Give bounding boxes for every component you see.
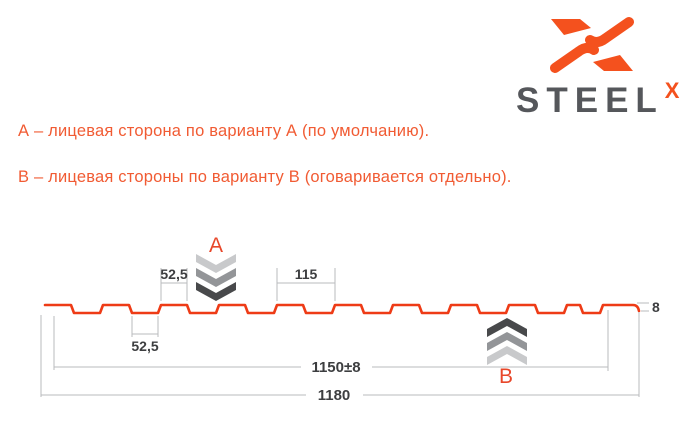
chevron-up-mid [487,332,527,351]
side-a-label: А [209,234,223,257]
side-b-marker: В [487,318,527,388]
logo-diagonal-top-stroke [585,17,634,48]
chevron-down-dark [196,282,236,301]
dim-working-width: 1150±8 [53,310,609,376]
dim-working-width-label: 1150±8 [311,359,360,376]
note-line-b: В – лицевая стороны по варианту В (огова… [18,168,512,186]
logo-top-left-wedge [551,19,591,35]
profile-path [43,303,641,315]
dim-pitch: 115 [276,266,336,301]
chevron-down-mid [196,268,236,287]
chevron-up-light [487,346,527,365]
logo-wordmark: STEELX [516,78,679,118]
dim-crest-top-label: 52,5 [160,266,187,282]
chevron-up-dark [487,318,527,337]
dim-valley-bottom: 52,5 [131,316,159,354]
dim-overall-width-label: 1180 [318,387,351,404]
side-b-label: В [499,365,513,388]
dim-valley-bottom-label: 52,5 [131,338,158,354]
logo-x-mark: X [664,78,680,103]
note-line-a: А – лицевая сторона по варианту А (по ум… [18,122,430,140]
dim-overall-width: 1180 [40,312,640,404]
steelx-logo-icon [550,17,634,73]
dim-height: 8 [637,299,660,315]
dim-pitch-label: 115 [295,266,318,282]
chevron-down-light [196,254,236,273]
logo-diagonal-bottom-stroke [550,42,599,73]
side-a-marker: А [196,234,236,301]
logo-steel-text: STEEL [516,81,664,120]
dim-crest-top: 52,5 [160,266,188,301]
dim-height-label: 8 [652,299,660,315]
logo-bottom-right-wedge [593,55,633,71]
